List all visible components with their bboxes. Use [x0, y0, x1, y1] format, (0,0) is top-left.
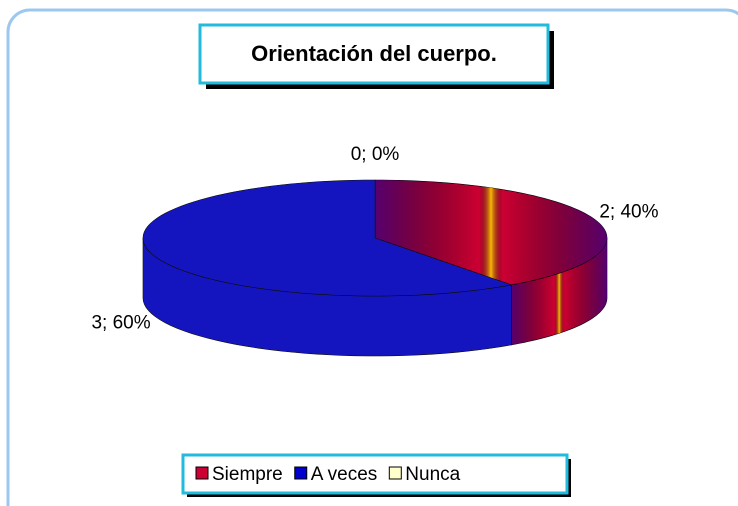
data-label: 2; 40% — [599, 201, 658, 222]
chart-title: Orientación del cuerpo. — [251, 41, 497, 66]
legend-box — [181, 453, 569, 495]
data-label: 3; 60% — [91, 313, 150, 334]
legend-label: Siempre — [212, 464, 283, 485]
legend-label: A veces — [311, 464, 378, 485]
legend: Siempre A veces Nunca — [195, 464, 461, 485]
legend-label: Nunca — [405, 464, 460, 485]
legend-swatch — [195, 466, 209, 480]
legend-swatch — [294, 466, 308, 480]
data-label: 0; 0% — [351, 144, 400, 165]
title-box — [198, 23, 550, 85]
legend-swatch — [388, 466, 402, 480]
